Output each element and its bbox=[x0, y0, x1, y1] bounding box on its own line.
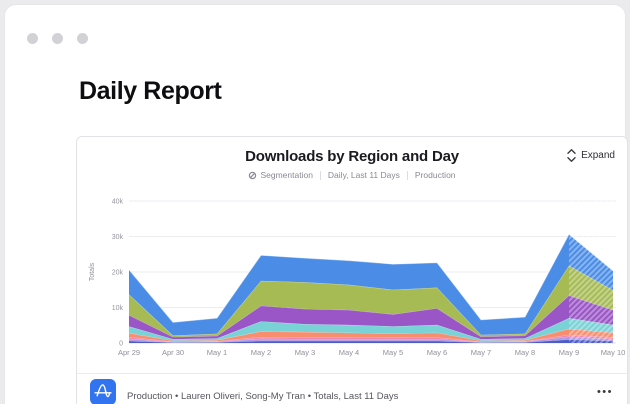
svg-text:May 5: May 5 bbox=[383, 348, 403, 357]
svg-text:May 4: May 4 bbox=[339, 348, 359, 357]
svg-text:May 10: May 10 bbox=[601, 348, 626, 357]
window-control-dot[interactable] bbox=[77, 33, 88, 44]
window-controls bbox=[27, 33, 88, 44]
environment-label: Production bbox=[414, 170, 456, 180]
svg-text:0: 0 bbox=[119, 341, 123, 348]
segmentation-icon bbox=[249, 171, 257, 179]
svg-text:Apr 29: Apr 29 bbox=[118, 348, 140, 357]
svg-text:May 7: May 7 bbox=[471, 348, 491, 357]
more-options-button[interactable]: ••• bbox=[596, 386, 613, 398]
expand-label: Expand bbox=[581, 150, 615, 161]
expand-chevrons-icon bbox=[567, 149, 576, 162]
chart-type-meta: Segmentation bbox=[248, 170, 313, 180]
svg-text:May 3: May 3 bbox=[295, 348, 315, 357]
window-control-dot[interactable] bbox=[27, 33, 38, 44]
svg-text:Apr 30: Apr 30 bbox=[162, 348, 184, 357]
svg-text:May 6: May 6 bbox=[427, 348, 447, 357]
browser-window: Daily Report Downloads by Region and Day… bbox=[4, 4, 628, 404]
svg-text:Totals: Totals bbox=[89, 262, 96, 281]
chart-header: Downloads by Region and Day Segmentation… bbox=[77, 137, 627, 180]
date-range-label: Daily, Last 11 Days bbox=[327, 170, 400, 180]
svg-text:20k: 20k bbox=[112, 270, 124, 277]
svg-text:May 2: May 2 bbox=[251, 348, 271, 357]
svg-text:May 9: May 9 bbox=[559, 348, 579, 357]
page-title: Daily Report bbox=[79, 77, 222, 105]
downloads-chart[interactable]: 0 10k 20k 30k 40k Totals Apr 29 Apr 30 May 1 May … bbox=[77, 192, 629, 364]
amplitude-logo-icon bbox=[90, 379, 116, 404]
card-footer: Production • Lauren Oliveri, Song-My Tra… bbox=[77, 374, 627, 404]
svg-text:40k: 40k bbox=[112, 199, 124, 206]
chart-meta: Segmentation Daily, Last 11 Days Product… bbox=[77, 170, 627, 180]
report-card: Downloads by Region and Day Segmentation… bbox=[76, 136, 628, 404]
chart-title: Downloads by Region and Day bbox=[245, 148, 459, 165]
expand-button[interactable]: Expand bbox=[567, 149, 615, 162]
card-divider bbox=[77, 373, 627, 374]
chart-source-caption: Production • Lauren Oliveri, Song-My Tra… bbox=[127, 391, 399, 402]
window-control-dot[interactable] bbox=[52, 33, 63, 44]
meta-separator bbox=[406, 170, 408, 180]
svg-text:30k: 30k bbox=[112, 234, 124, 241]
meta-separator bbox=[319, 170, 321, 180]
svg-text:10k: 10k bbox=[112, 305, 124, 312]
chart-type-label: Segmentation bbox=[260, 170, 313, 180]
svg-text:May 8: May 8 bbox=[515, 348, 535, 357]
svg-text:May 1: May 1 bbox=[207, 348, 227, 357]
downloads-chart-svg: 0 10k 20k 30k 40k Totals Apr 29 Apr 30 May 1 May … bbox=[89, 195, 626, 357]
